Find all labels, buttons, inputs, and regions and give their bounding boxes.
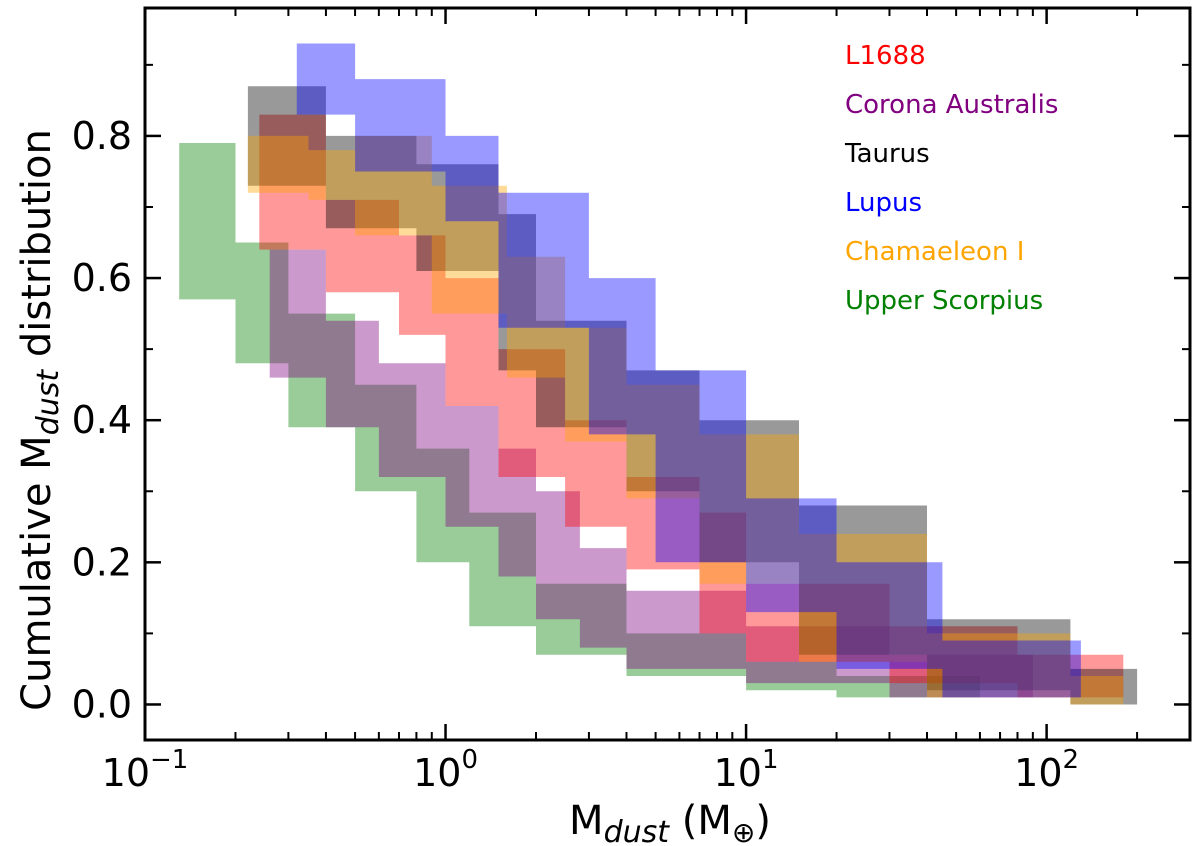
legend-entry: Corona Australis: [845, 90, 1058, 120]
y-tick-label: 0.0: [72, 682, 132, 726]
y-tick-label: 0.4: [72, 398, 132, 442]
y-tick-label: 0.6: [72, 256, 132, 300]
band-taurus: [247, 86, 1138, 705]
x-tick-label: 101: [714, 745, 779, 795]
x-tick-label: 100: [413, 745, 478, 795]
plot-frame: [143, 6, 1192, 742]
legend-entry: L1688: [845, 41, 926, 71]
band-lupus: [296, 43, 1081, 698]
y-axis-label: Cumulative Mdust distribution: [14, 129, 66, 711]
y-tick-label: 0.2: [72, 540, 132, 584]
y-tick-label: 0.8: [72, 114, 132, 158]
legend-entry: Taurus: [844, 139, 930, 169]
legend: L1688 Corona Australis Taurus Lupus Chamaele…: [844, 41, 1058, 316]
x-tick-label: 102: [1014, 745, 1079, 795]
legend-entry: Lupus: [845, 188, 922, 218]
x-tick-label: 10−1: [102, 745, 189, 795]
legend-entry: Upper Scorpius: [845, 286, 1043, 316]
x-tick-labels: 10−1 100 101 102: [102, 745, 1079, 795]
axis-ticks: [143, 8, 1191, 740]
legend-entry: Chamaeleon I: [845, 237, 1024, 267]
x-axis-label: Mdust (M⊕): [569, 798, 771, 846]
band-chamaeleon-i: [247, 135, 1124, 705]
band-corona-australis: [269, 249, 1033, 698]
series-bands: [179, 43, 1138, 705]
y-tick-labels: 0.0 0.2 0.4 0.6 0.8: [72, 114, 132, 727]
band-upper-scorpius: [179, 143, 980, 698]
